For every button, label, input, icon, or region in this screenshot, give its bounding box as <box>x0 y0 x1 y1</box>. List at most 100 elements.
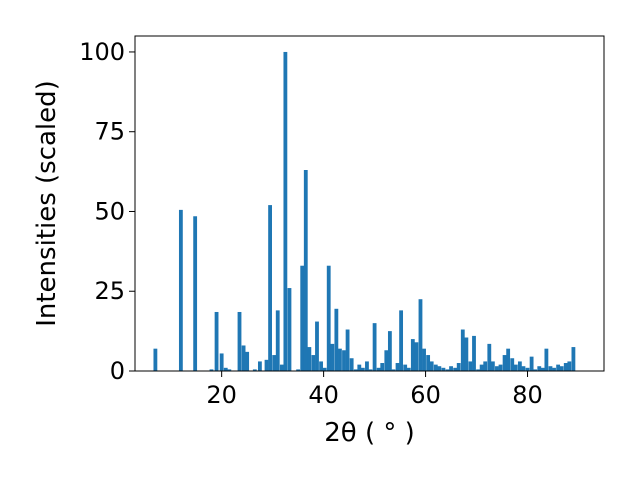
bar <box>495 366 499 371</box>
bar <box>300 265 305 371</box>
bar <box>384 350 389 371</box>
bar <box>476 369 480 371</box>
bar <box>414 342 419 371</box>
bar <box>513 364 518 371</box>
bar <box>460 329 465 371</box>
x-tick-label: 60 <box>410 381 441 409</box>
y-tick-label: 75 <box>94 118 125 146</box>
bar <box>287 288 292 371</box>
bar <box>556 364 561 371</box>
bar <box>303 170 308 371</box>
y-tick-label: 50 <box>94 197 125 225</box>
y-tick-label: 25 <box>94 277 125 305</box>
bar <box>540 367 545 371</box>
bar <box>241 345 246 371</box>
bar <box>257 361 262 371</box>
bar <box>376 367 381 371</box>
bar <box>296 369 301 371</box>
bar <box>468 361 473 371</box>
bar <box>365 361 369 371</box>
bar <box>357 364 362 371</box>
bar <box>338 348 342 371</box>
bar <box>445 369 450 371</box>
bar <box>334 308 339 371</box>
bar <box>426 355 431 371</box>
bar <box>372 323 377 371</box>
bar <box>307 347 312 371</box>
bar <box>453 367 458 371</box>
bar <box>227 369 232 371</box>
bar <box>272 355 277 371</box>
bar <box>506 348 511 371</box>
bar <box>330 343 335 371</box>
bar <box>552 367 556 371</box>
bar <box>472 335 476 371</box>
y-axis-label: Intensities (scaled) <box>32 80 62 327</box>
bar <box>548 366 553 371</box>
bar <box>498 364 503 371</box>
ticks-group: 20 40 60 80 0 25 50 75 100 <box>79 38 543 409</box>
bar <box>264 359 269 371</box>
bar <box>563 363 568 371</box>
bar <box>525 367 530 371</box>
bar <box>349 358 354 371</box>
bar <box>544 348 549 371</box>
bar <box>490 361 495 371</box>
bar <box>483 361 488 371</box>
bar <box>275 310 280 371</box>
bar <box>479 364 484 371</box>
x-tick-label: 20 <box>206 381 237 409</box>
y-tick-label: 0 <box>110 357 125 385</box>
bar <box>380 363 385 371</box>
bar <box>311 355 316 371</box>
x-tick-label: 80 <box>512 381 543 409</box>
bar <box>279 364 284 371</box>
bar <box>178 209 183 371</box>
bar <box>406 367 411 371</box>
bar <box>395 363 400 371</box>
bar <box>193 216 198 371</box>
bar <box>214 311 219 371</box>
bar <box>422 348 426 371</box>
bar <box>571 347 576 371</box>
bar <box>487 343 492 371</box>
bar <box>153 348 158 371</box>
bar <box>315 321 319 371</box>
bar <box>387 331 392 371</box>
bar <box>245 351 250 371</box>
bar <box>510 358 515 371</box>
bars-group <box>153 51 576 371</box>
bar <box>209 369 214 371</box>
bar <box>268 205 272 371</box>
bar <box>429 361 434 371</box>
bar <box>441 367 446 371</box>
bar <box>567 361 572 371</box>
bar <box>360 367 365 371</box>
bar <box>433 364 438 371</box>
y-tick-label: 100 <box>79 38 125 66</box>
bar <box>437 366 442 371</box>
bar <box>537 366 542 371</box>
bar <box>410 339 415 371</box>
bar <box>319 361 323 371</box>
bar <box>391 369 396 371</box>
bar <box>529 356 534 371</box>
bar <box>517 361 522 371</box>
bar <box>559 366 564 371</box>
bar <box>345 329 350 371</box>
bar <box>252 369 257 371</box>
x-axis-label: 2θ ( ° ) <box>324 418 415 448</box>
bar <box>533 369 538 371</box>
bar <box>502 355 507 371</box>
bar <box>283 51 288 371</box>
bar <box>353 369 358 371</box>
bar <box>342 350 346 371</box>
bar <box>326 265 331 371</box>
bar <box>322 367 327 371</box>
bar <box>237 311 242 371</box>
bar <box>368 369 373 371</box>
bar <box>399 310 404 371</box>
bar <box>223 367 228 371</box>
